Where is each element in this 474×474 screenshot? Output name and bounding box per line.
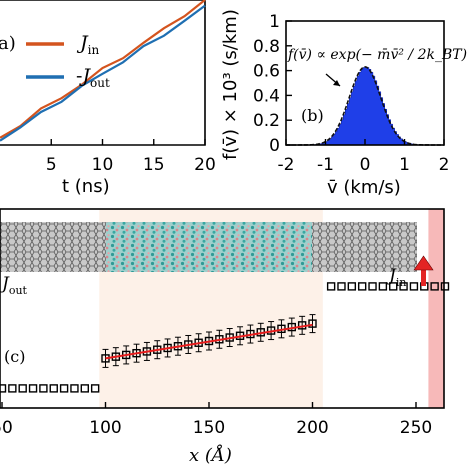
density-marker-left xyxy=(90,384,100,393)
panel-a-xtick-label: 15 xyxy=(143,155,165,175)
jin-label: Jin xyxy=(386,266,406,289)
density-marker-right xyxy=(326,282,336,291)
panel-b-yticks: 0 0.2 0.4 0.6 0.8 1 xyxy=(253,12,292,156)
density-marker-left xyxy=(80,384,90,393)
density-marker-right xyxy=(347,282,357,291)
panel-c-annotations: Jout Jin (c) xyxy=(0,255,434,366)
panel-b-xtick-label: -2 xyxy=(278,155,295,175)
density-marker-right xyxy=(399,282,408,291)
panel-c-xtick-label: 250 xyxy=(400,418,432,438)
panel-b-ytick-label: 0.4 xyxy=(253,86,280,106)
density-marker-right xyxy=(357,282,367,291)
panel-a-xtick-label: 20 xyxy=(194,155,216,175)
panel-c-xticks: 50 100 150 200 250 xyxy=(0,402,432,438)
jout-label: Jout xyxy=(0,274,28,297)
panel-b-xtick-label: 0 xyxy=(360,155,371,175)
legend-jout-label: -Jout xyxy=(76,65,110,90)
panel-b-ytick-label: 0.2 xyxy=(253,111,280,131)
panel-c-label: (c) xyxy=(4,347,25,366)
panel-b-label: (b) xyxy=(301,106,324,125)
density-marker-left xyxy=(70,384,79,393)
panel-a-xtick-label: 10 xyxy=(92,155,114,175)
legend-fragment-label: a) xyxy=(0,33,16,54)
panel-b-xlabel: v̄ (km/s) xyxy=(327,177,401,198)
panel-c-xtick-label: 150 xyxy=(193,418,225,438)
density-marker-right xyxy=(440,282,450,291)
panel-b-ytick-label: 0.8 xyxy=(253,37,280,57)
panel-a-xlabel: t (ns) xyxy=(62,176,110,197)
panel-c: 50 100 150 200 250 Jout Jin (c) x (Å) xyxy=(0,208,450,466)
density-marker-left xyxy=(0,384,7,393)
density-marker-left xyxy=(49,384,58,393)
panel-c-xtick-label: 50 xyxy=(0,418,13,438)
series-line-jout xyxy=(0,4,206,142)
panel-b: -2 -1 0 1 2 0 0.2 0.4 0.6 0.8 1 v̄ (km/s) f(v̄) ×… xyxy=(220,9,467,198)
density-marker-right xyxy=(389,282,398,291)
panel-c-frame xyxy=(0,208,445,409)
injection-region-shade xyxy=(428,209,444,408)
panel-b-xtick-label: -1 xyxy=(317,155,334,175)
panel-a-xtick-label: 5 xyxy=(46,155,57,175)
nanotube-left xyxy=(0,222,106,272)
density-marker-left xyxy=(28,384,38,393)
density-marker-mid xyxy=(308,319,317,328)
density-marker-right xyxy=(337,282,346,291)
panel-a-series xyxy=(0,0,206,142)
panel-c-xtick-label: 100 xyxy=(89,418,121,438)
density-marker-right xyxy=(378,282,388,291)
injection-arrowhead xyxy=(413,255,434,271)
nanotube-strip xyxy=(0,222,417,272)
density-marker-left xyxy=(8,384,17,393)
panel-a-legend: a) Jin -Jout xyxy=(0,32,110,90)
panel-b-xtick-label: 2 xyxy=(439,155,450,175)
density-marker-left xyxy=(18,384,27,393)
panel-b-ytick-label: 0 xyxy=(269,136,280,156)
density-marker-right xyxy=(368,282,377,291)
panel-b-ylabel: f(v̄) × 10³ (s/km) xyxy=(220,9,241,160)
panel-b-formula: f(v̄) ∝ exp(− m̄v̄² / 2k_BT) xyxy=(287,47,467,63)
density-marker-right xyxy=(430,282,439,291)
legend-jin-label: Jin xyxy=(76,32,99,57)
density-marker-left xyxy=(39,384,48,393)
nanotube-water xyxy=(106,222,312,272)
panel-b-xticks: -2 -1 0 1 2 xyxy=(278,139,450,175)
nanotube-right xyxy=(312,222,417,272)
panel-b-xtick-label: 1 xyxy=(399,155,410,175)
panel-c-xlabel: x (Å) xyxy=(189,444,232,466)
formula-arrowhead xyxy=(333,80,340,86)
injection-arrow-shaft xyxy=(421,268,426,286)
density-marker-right xyxy=(409,282,419,291)
density-marker-left xyxy=(59,384,69,393)
panel-a-xticks: 5 10 15 20 xyxy=(46,139,216,175)
gaussian-histogram-fill xyxy=(313,66,419,146)
panel-b-ytick-label: 1 xyxy=(269,12,280,32)
panel-b-ytick-label: 0.6 xyxy=(253,62,280,82)
series-line-jin xyxy=(0,0,206,139)
linear-fit-line xyxy=(105,323,313,360)
panel-a: 5 10 15 20 a) Jin -Jout t (ns) xyxy=(0,0,216,197)
panel-c-xtick-label: 200 xyxy=(296,418,328,438)
